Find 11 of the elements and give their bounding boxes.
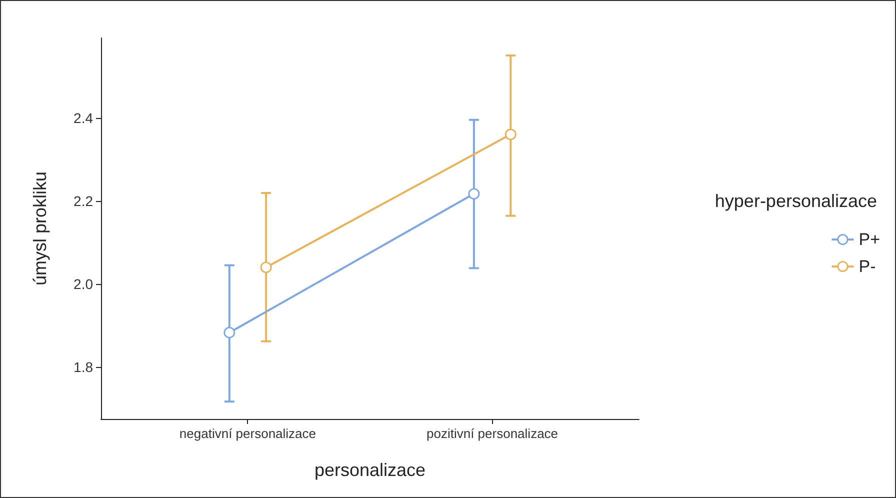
x-axis-title: personalizace	[314, 460, 426, 480]
y-tick-label: 2.4	[74, 110, 94, 126]
legend-label: P+	[858, 230, 880, 249]
legend-label: P-	[858, 257, 876, 276]
x-tick-label: pozitivní personalizace	[426, 426, 558, 441]
y-tick-label: 2.0	[74, 276, 94, 292]
y-axis-title: úmysl prokliku	[30, 171, 50, 286]
y-tick-label: 1.8	[74, 359, 94, 376]
x-tick-label: negativní personalizace	[179, 426, 316, 441]
y-tick-label: 2.2	[74, 192, 94, 209]
legend-title: hyper-personalizace	[714, 191, 878, 211]
